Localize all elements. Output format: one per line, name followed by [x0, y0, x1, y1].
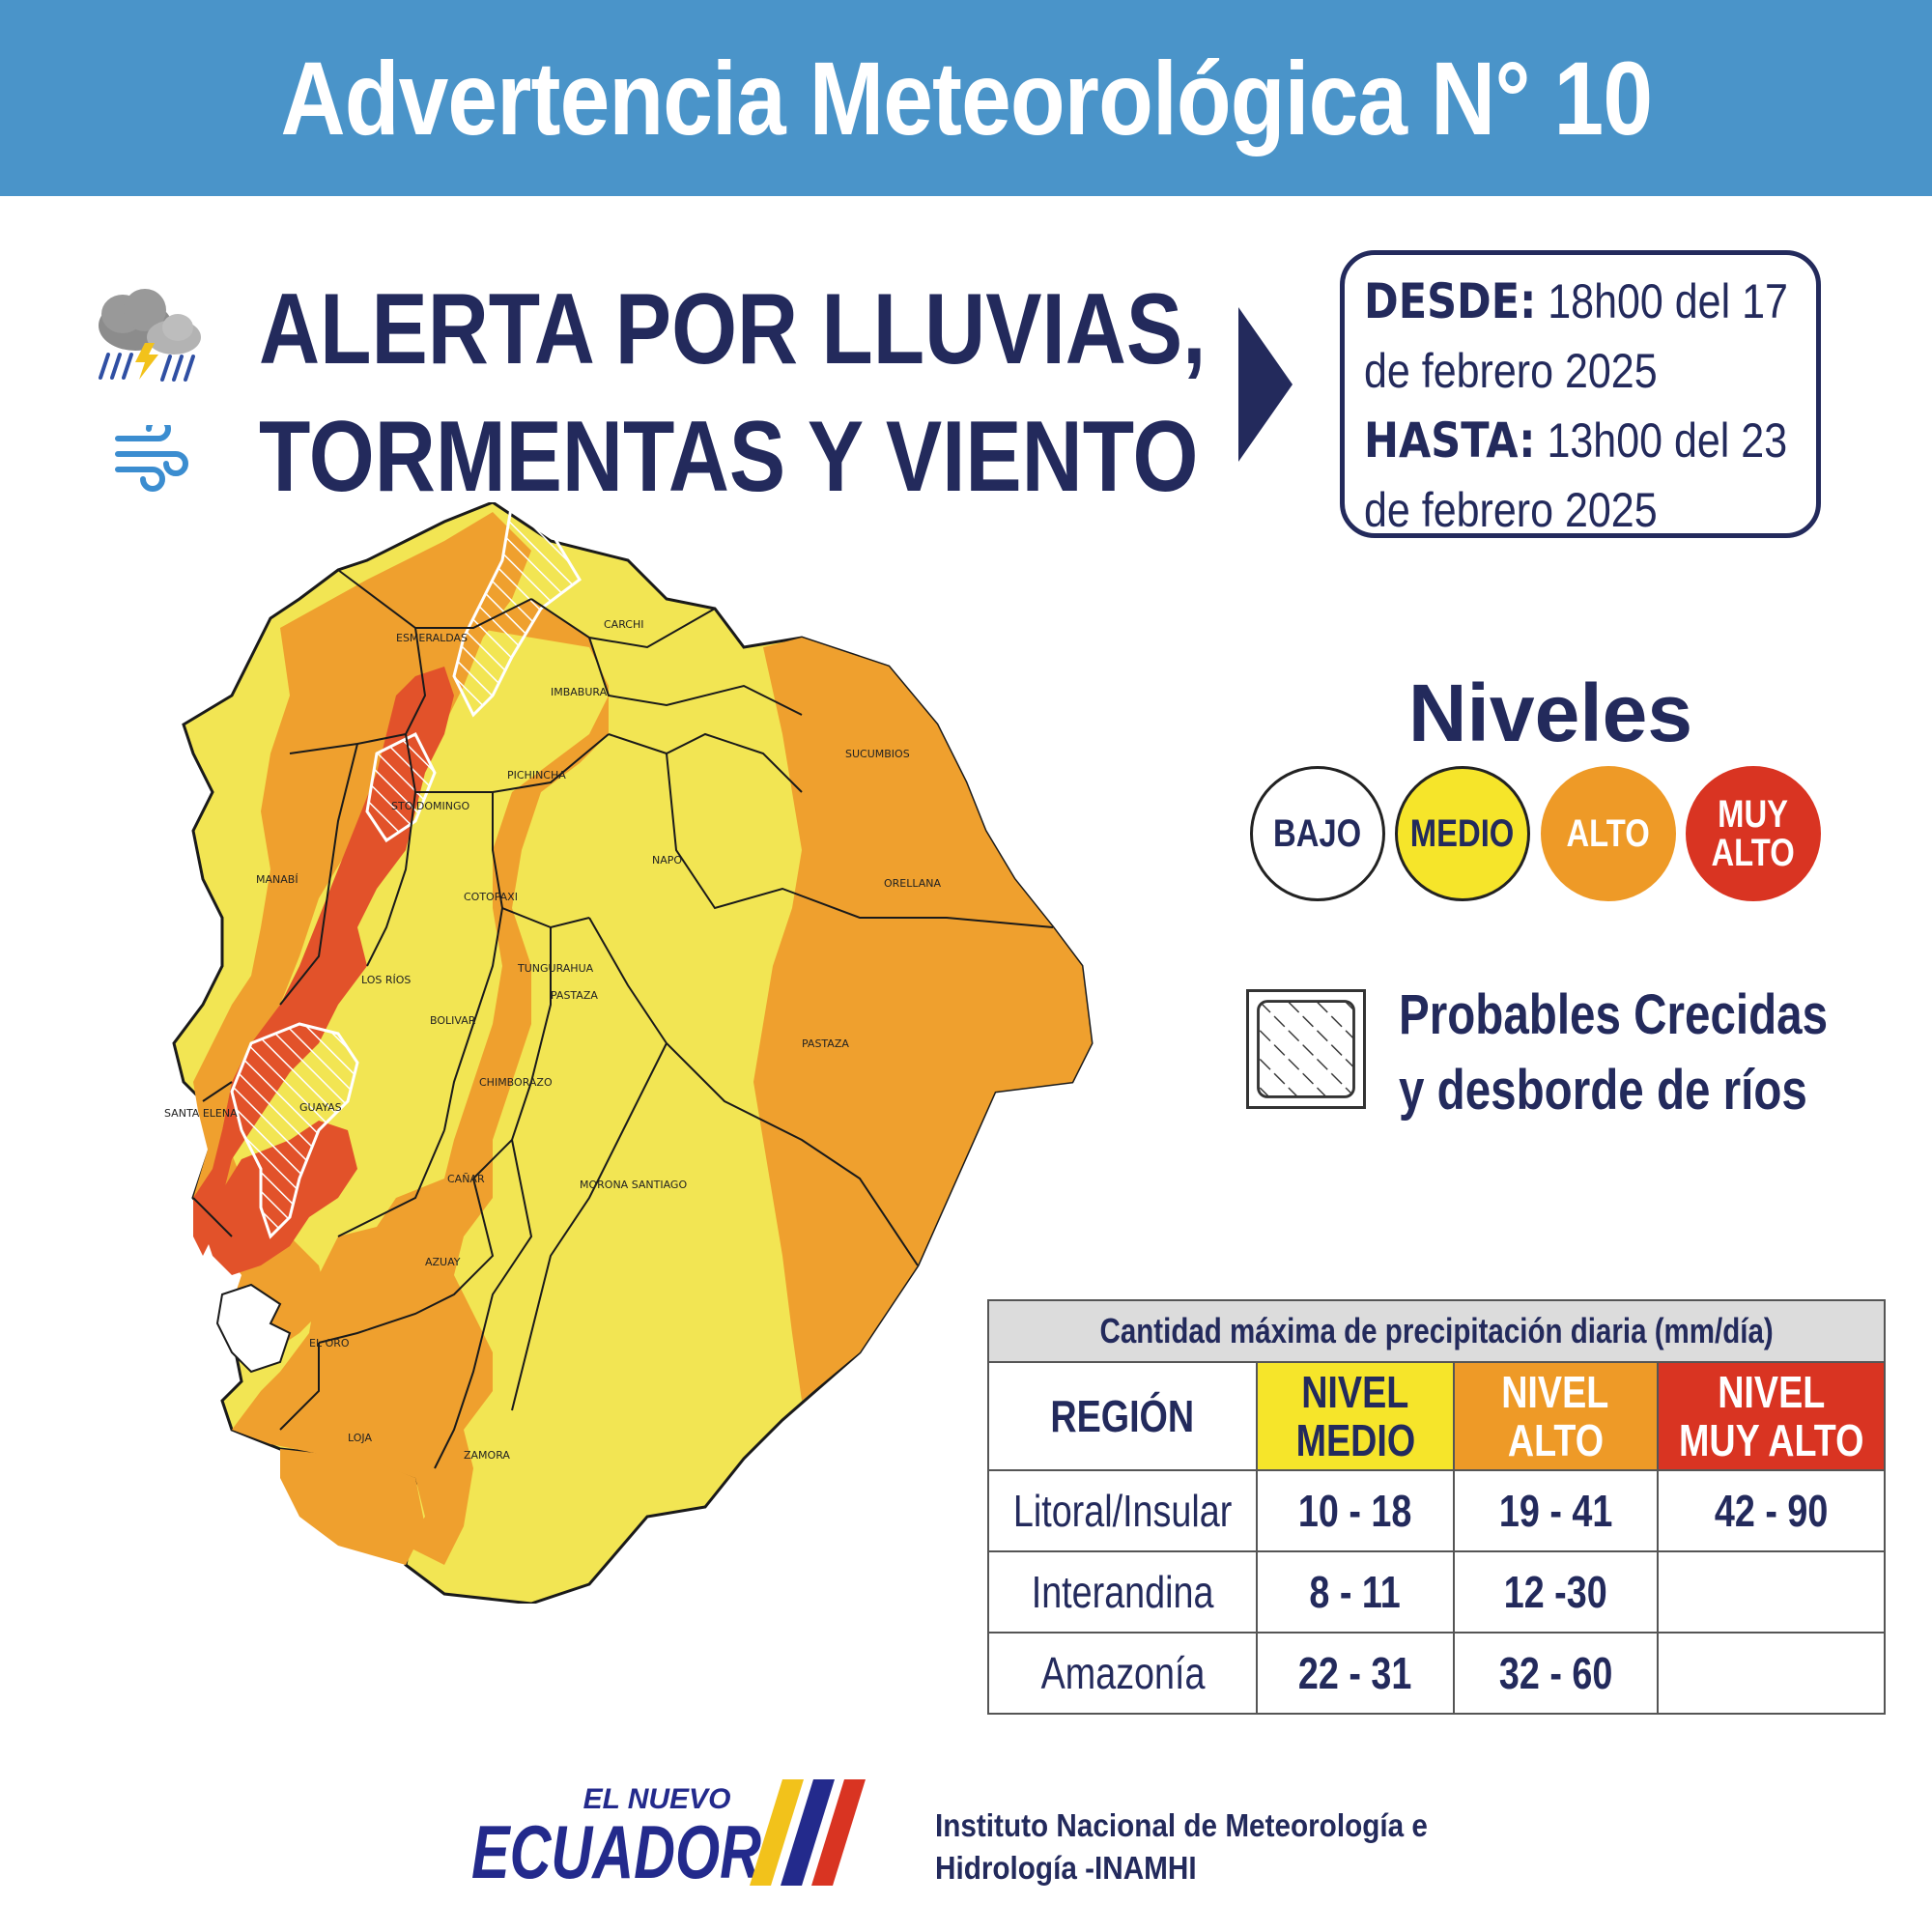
- label-napo: NAPO: [652, 854, 682, 867]
- label-zamora: ZAMORA: [464, 1449, 510, 1462]
- label-imbabura: IMBABURA: [551, 686, 608, 698]
- label-tungurahua: TUNGURAHUA: [517, 962, 594, 975]
- label-azuay: AZUAY: [425, 1256, 461, 1268]
- page-title: Advertencia Meteorológica N° 10: [280, 40, 1652, 156]
- hatch-area-center: [365, 731, 437, 843]
- el-nuevo-ecuador-logo: EL NUEVO ECUADOR: [471, 1779, 866, 1894]
- level-muy-alto-line1: MUY: [1718, 793, 1789, 836]
- alert-line-2: TORMENTAS Y VIENTO: [259, 401, 1199, 513]
- label-bolivar: BOLIVAR: [430, 1014, 476, 1027]
- from-time: 18h00 del 17: [1536, 274, 1788, 328]
- label-sucumbios: SUCUMBIOS: [845, 748, 910, 760]
- logo-small-text: EL NUEVO: [583, 1783, 731, 1815]
- level-bajo: BAJO: [1250, 766, 1385, 901]
- table-row: Interandina 8 - 11 12 -30: [986, 1550, 1887, 1634]
- level-muy-alto: MUY ALTO: [1686, 766, 1821, 901]
- to-line: HASTA: 13h00 del 23: [1364, 406, 1787, 475]
- label-los-rios: LOS RÍOS: [361, 974, 411, 986]
- institute-line-2: Hidrología -INAMHI: [935, 1850, 1197, 1886]
- label-cotopaxi: COTOPAXI: [464, 891, 518, 903]
- cell-muy-alto: [1656, 1632, 1887, 1715]
- label-loja: LOJA: [348, 1432, 372, 1444]
- wind-icon: [115, 425, 188, 492]
- validity-box: DESDE: 18h00 del 17 de febrero 2025 HAST…: [1340, 250, 1821, 538]
- alert-line-1: ALERTA POR LLUVIAS,: [259, 273, 1207, 385]
- level-muy-alto-line2: ALTO: [1711, 832, 1796, 874]
- cell-alto: 12 -30: [1452, 1550, 1659, 1634]
- hatch-legend-line1: Probables Crecidas: [1399, 983, 1829, 1046]
- hatch-legend-text: Probables Crecidas y desborde de ríos: [1399, 978, 1828, 1128]
- label-orellana: ORELLANA: [884, 877, 942, 890]
- institute-name: Instituto Nacional de Meteorología e Hid…: [935, 1804, 1428, 1889]
- from-label: DESDE:: [1364, 273, 1537, 329]
- to-time: 13h00 del 23: [1535, 413, 1788, 468]
- label-chimborazo: CHIMBORAZO: [479, 1076, 553, 1089]
- table-row: Litoral/Insular 10 - 18 19 - 41 42 - 90: [986, 1469, 1887, 1552]
- header-nivel-muy-alto: NIVEL MUY ALTO: [1656, 1361, 1887, 1471]
- ecuador-map: ESMERALDAS CARCHI IMBABURA PICHINCHA STO…: [164, 502, 1094, 1604]
- gulf-water: [215, 1283, 292, 1374]
- table-caption: Cantidad máxima de precipitación diaria …: [987, 1299, 1886, 1363]
- level-medio: MEDIO: [1395, 766, 1530, 901]
- table-row: Amazonía 22 - 31 32 - 60: [986, 1632, 1887, 1715]
- cell-region: Amazonía: [986, 1632, 1259, 1715]
- hatch-legend-line2: y desborde de ríos: [1399, 1059, 1807, 1122]
- cell-muy-alto: 42 - 90: [1656, 1469, 1887, 1552]
- header-region: REGIÓN: [986, 1361, 1259, 1471]
- precipitation-table: Cantidad máxima de precipitación diaria …: [986, 1299, 1887, 1715]
- arrow-right-icon: [1238, 307, 1293, 462]
- cell-alto: 32 - 60: [1452, 1632, 1659, 1715]
- label-pastaza: PASTAZA: [802, 1037, 849, 1050]
- cell-region: Litoral/Insular: [986, 1469, 1259, 1552]
- cell-medio: 10 - 18: [1256, 1469, 1455, 1552]
- label-carchi: CARCHI: [604, 618, 644, 631]
- label-pichincha: PICHINCHA: [507, 769, 566, 781]
- label-guayas: GUAYAS: [299, 1101, 342, 1114]
- label-canar: CAÑAR: [447, 1173, 485, 1185]
- label-sto-domingo: STO DOMINGO: [391, 800, 469, 812]
- cell-alto: 19 - 41: [1452, 1469, 1659, 1552]
- storm-cloud-icon: [99, 289, 201, 382]
- header-nivel-medio: NIVEL MEDIO: [1256, 1361, 1455, 1471]
- label-manabi: MANABÍ: [256, 873, 298, 886]
- hatch-legend-swatch: [1246, 989, 1366, 1109]
- cell-medio: 8 - 11: [1256, 1550, 1455, 1634]
- cell-muy-alto: [1656, 1550, 1887, 1634]
- label-pastaza-small: PASTAZA: [551, 989, 598, 1002]
- level-alto: ALTO: [1541, 766, 1676, 901]
- institute-line-1: Instituto Nacional de Meteorología e: [935, 1807, 1428, 1843]
- label-esmeraldas: ESMERALDAS: [396, 632, 468, 644]
- label-el-oro: EL ORO: [309, 1337, 350, 1350]
- hatch-area-guayas: [230, 1022, 359, 1239]
- legend-title: Niveles: [1407, 668, 1693, 758]
- zone-alto-amazon: [753, 638, 1092, 1401]
- from-date: de febrero 2025: [1364, 344, 1658, 398]
- alert-heading: ALERTA POR LLUVIAS, TORMENTAS Y VIENTO: [259, 266, 1207, 521]
- zone-alto-south: [280, 1449, 425, 1565]
- cell-medio: 22 - 31: [1256, 1632, 1455, 1715]
- level-medio-label: MEDIO: [1410, 812, 1515, 855]
- hatch-area-north: [452, 502, 582, 718]
- cell-region: Interandina: [986, 1550, 1259, 1634]
- level-alto-label: ALTO: [1566, 812, 1651, 855]
- header-banner: Advertencia Meteorológica N° 10: [0, 0, 1932, 196]
- from-line: DESDE: 18h00 del 17: [1364, 267, 1788, 336]
- level-bajo-label: BAJO: [1273, 812, 1362, 855]
- zone-alto-highland: [232, 599, 609, 1565]
- label-morona-santiago: MORONA SANTIAGO: [580, 1179, 687, 1191]
- label-santa-elena: SANTA ELENA: [164, 1107, 238, 1120]
- to-label: HASTA:: [1364, 412, 1536, 469]
- header-nivel-alto: NIVEL ALTO: [1452, 1361, 1659, 1471]
- logo-big-text: ECUADOR: [471, 1809, 761, 1894]
- to-date: de febrero 2025: [1364, 483, 1658, 537]
